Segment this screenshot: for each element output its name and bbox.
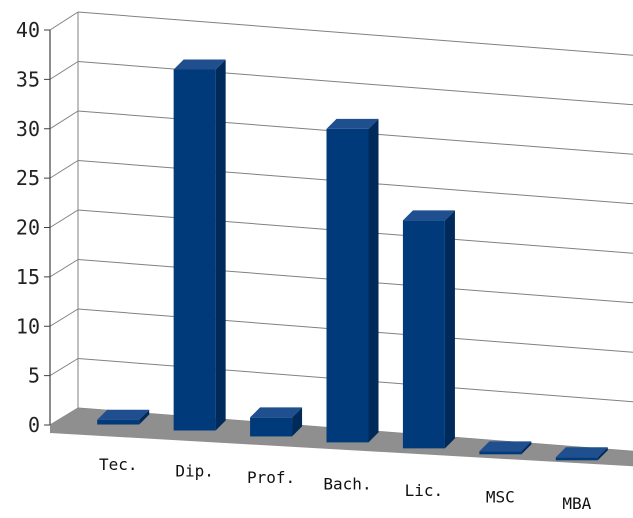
y-tick-label: 15: [16, 265, 40, 289]
y-tick-label: 35: [16, 67, 40, 91]
y-tick-label: 25: [16, 166, 40, 190]
bar-side: [444, 210, 455, 449]
x-tick-label: Lic.: [405, 481, 444, 500]
bar-front: [326, 128, 369, 443]
gridline-side: [49, 110, 79, 130]
x-tick-label: Prof.: [247, 468, 295, 487]
gridline-side: [49, 61, 79, 80]
chart-bars: [97, 59, 608, 461]
bar-top: [479, 441, 532, 452]
bar-side: [368, 118, 379, 443]
bar: [173, 59, 226, 431]
y-tick-label: 0: [28, 413, 40, 437]
bar-top: [173, 59, 226, 70]
x-tick-label: MSC: [486, 488, 515, 507]
bar: [479, 441, 532, 455]
y-tick-label: 10: [16, 314, 40, 338]
y-tick-label: 40: [16, 18, 40, 42]
bar-front: [173, 69, 216, 431]
gridline-side: [49, 308, 79, 327]
y-tick-label: 5: [28, 364, 40, 388]
bar-front: [250, 417, 293, 437]
y-tick-label: 20: [16, 216, 40, 240]
bar-front: [402, 220, 445, 449]
x-tick-label: Bach.: [323, 475, 371, 494]
bar-top: [250, 407, 303, 418]
bar-top: [402, 210, 455, 221]
x-tick-label: Dip.: [175, 462, 214, 481]
gridline-side: [49, 209, 79, 228]
bar-top: [97, 409, 150, 420]
bar-side: [215, 59, 226, 431]
bar-top: [326, 118, 379, 129]
gridline: [77, 61, 633, 106]
bar-front: [479, 451, 522, 455]
bar-front: [555, 457, 598, 461]
bar: [326, 118, 379, 443]
y-tick-label: 30: [16, 117, 40, 141]
x-tick-label: Tec.: [99, 455, 138, 474]
gridline-side: [49, 160, 79, 179]
bar: [97, 409, 150, 425]
gridline-side: [49, 358, 79, 377]
bar: [402, 210, 455, 449]
bar-side: [292, 407, 303, 437]
bar-side: [521, 441, 532, 455]
y-axis: 0 5 10 15 20 25 30 35 40: [16, 18, 51, 437]
bar-side: [597, 447, 608, 461]
x-axis-labels: Tec. Dip. Prof. Bach. Lic. MSC MBA: [99, 455, 592, 513]
bar: [250, 407, 303, 437]
gridline: [77, 11, 633, 56]
bar-front: [97, 419, 140, 425]
x-tick-label: MBA: [562, 494, 591, 513]
bar-top: [555, 447, 608, 458]
gridline-side: [49, 11, 79, 31]
gridline-side: [49, 259, 79, 278]
bar-side: [139, 409, 150, 425]
bar: [555, 447, 608, 461]
